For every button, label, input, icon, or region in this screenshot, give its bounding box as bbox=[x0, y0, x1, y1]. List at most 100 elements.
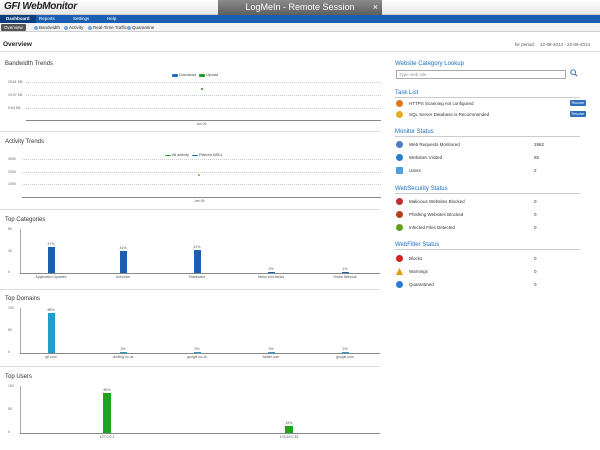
bandwidth-icon bbox=[34, 25, 38, 30]
category-bar-value: 41% bbox=[193, 245, 201, 250]
filter-item: Blocks 0 bbox=[396, 254, 586, 264]
tab-quarantine-label: Quarantine bbox=[132, 25, 155, 30]
monitor-label: Web Requests Monitored bbox=[409, 142, 460, 147]
title-bar: GFI WebMonitor LogMeIn - Remote Session … bbox=[0, 0, 600, 15]
search-icon[interactable] bbox=[570, 69, 578, 77]
bandwidth-title: Bandwidth Trends bbox=[5, 61, 54, 67]
domain-bar[interactable] bbox=[341, 352, 349, 353]
warning-triangle-icon bbox=[396, 268, 403, 275]
act-ytick: 2000 bbox=[8, 170, 16, 174]
sub-nav: Overview Bandwidth Activity Real-Time Tr… bbox=[0, 23, 600, 32]
filter-value: 0 bbox=[534, 256, 537, 261]
filter-value: 0 bbox=[534, 282, 537, 287]
monitor-item: Websites Visited 85 bbox=[396, 153, 586, 163]
tab-activity[interactable]: Activity bbox=[64, 24, 83, 31]
website-lookup-title: Website Category Lookup bbox=[395, 61, 464, 67]
cat-x-axis bbox=[20, 273, 380, 274]
nav-help[interactable]: Help bbox=[107, 16, 117, 21]
category-bar[interactable] bbox=[267, 271, 275, 273]
quarantine-icon bbox=[127, 25, 131, 30]
bw-ytick: 28.61 KB bbox=[8, 80, 23, 84]
website-lookup-input[interactable]: Type web site bbox=[396, 70, 566, 79]
security-value: 0 bbox=[534, 225, 537, 230]
quarantine-icon bbox=[396, 281, 403, 288]
monitor-item: Web Requests Monitored 1962 bbox=[396, 140, 586, 150]
security-value: 0 bbox=[534, 199, 537, 204]
info-icon bbox=[396, 111, 403, 118]
header-divider bbox=[0, 51, 600, 52]
monitor-status-divider bbox=[395, 136, 580, 137]
usr-ytick: 50 bbox=[8, 407, 12, 411]
user-bar[interactable] bbox=[103, 393, 111, 433]
resolve-button[interactable]: Resolve bbox=[570, 111, 586, 117]
monitor-status-title: Monitor Status bbox=[395, 129, 434, 135]
tab-overview[interactable]: Overview bbox=[1, 24, 26, 31]
tab-realtime-traffic[interactable]: Real-Time Traffic bbox=[88, 24, 127, 31]
domain-category-label: google.co.uk bbox=[187, 355, 207, 359]
warning-icon bbox=[396, 100, 403, 107]
category-bar[interactable] bbox=[47, 247, 55, 273]
globe-icon bbox=[396, 154, 403, 161]
user-bar-value: 85% bbox=[103, 388, 111, 393]
tab-quarantine[interactable]: Quarantine bbox=[127, 24, 154, 31]
bw-gridline bbox=[26, 82, 381, 83]
bw-xtick: Jan 06 bbox=[196, 122, 207, 126]
act-gridline bbox=[22, 172, 381, 173]
virus-icon bbox=[396, 224, 403, 231]
category-bar[interactable] bbox=[119, 251, 127, 273]
malicious-icon bbox=[396, 198, 403, 205]
nav-dashboard[interactable]: Dashboard bbox=[0, 15, 36, 23]
resolve-button[interactable]: Resolve bbox=[570, 100, 586, 106]
websecurity-status-title: WebSecurity Status bbox=[395, 186, 448, 192]
user-category-label: 176.16.0.33 bbox=[279, 435, 299, 439]
dom-y-axis bbox=[20, 308, 21, 353]
category-category-label: Application Updates bbox=[35, 275, 67, 279]
top-users-title: Top Users bbox=[5, 374, 33, 380]
security-value: 0 bbox=[534, 212, 537, 217]
task-list-title: Task List bbox=[395, 90, 419, 96]
category-bar-value: 41% bbox=[119, 246, 127, 250]
domain-bar[interactable] bbox=[267, 351, 275, 353]
filter-value: 0 bbox=[534, 269, 537, 274]
security-item: Infected Files Detected 0 bbox=[396, 223, 586, 233]
category-category-label: Shareware bbox=[188, 275, 206, 279]
task-label: HTTPS Scanning not configured bbox=[409, 101, 474, 106]
top-domains-title: Top Domains bbox=[5, 296, 41, 302]
category-bar-value: 2% bbox=[268, 266, 274, 271]
period-value: 22-08-2014 - 22-09-2014 bbox=[539, 42, 590, 47]
monitor-value: 85 bbox=[534, 155, 540, 160]
cat-ytick: 0 bbox=[8, 270, 10, 274]
security-item: Malicious Websites Blocked 0 bbox=[396, 197, 586, 207]
legend-download: Download bbox=[179, 73, 196, 77]
filter-label: Warnings bbox=[409, 269, 428, 274]
dom-ytick: 50 bbox=[8, 328, 12, 332]
session-title: LogMeIn - Remote Session bbox=[245, 2, 355, 12]
all-activity-swatch bbox=[165, 154, 171, 156]
filter-item: Warnings 0 bbox=[396, 267, 586, 277]
act-gridline bbox=[22, 184, 381, 185]
domain-bar-value: 3% bbox=[120, 346, 126, 351]
close-icon[interactable]: × bbox=[372, 2, 378, 12]
category-bar[interactable] bbox=[193, 250, 201, 273]
task-item: HTTPS Scanning not configured Resolve bbox=[396, 99, 586, 109]
domain-bar[interactable] bbox=[193, 351, 201, 353]
tab-activity-label: Activity bbox=[69, 25, 84, 30]
nav-settings[interactable]: Settings bbox=[73, 16, 90, 21]
period-selector[interactable]: for period: 22-08-2014 - 22-09-2014 bbox=[515, 42, 590, 47]
nav-reports[interactable]: Reports bbox=[39, 16, 55, 21]
bw-x-axis bbox=[26, 120, 381, 121]
category-bar[interactable] bbox=[341, 272, 349, 273]
domain-category-label: doofing.co.uk bbox=[112, 355, 134, 359]
domain-bar[interactable] bbox=[119, 351, 127, 353]
domain-category-label: twitter.com bbox=[262, 355, 280, 359]
category-category-label: Social Network bbox=[333, 275, 357, 279]
dom-ytick: 100 bbox=[8, 306, 14, 310]
category-bar-value: 1% bbox=[342, 267, 348, 271]
domain-bar[interactable] bbox=[47, 313, 55, 353]
tab-bandwidth[interactable]: Bandwidth bbox=[34, 24, 60, 31]
filter-label: Blocks bbox=[409, 256, 423, 261]
bandwidth-legend: Download Upload bbox=[172, 73, 218, 77]
user-bar[interactable] bbox=[285, 425, 293, 433]
task-item: SQL Server Database is Recommended Resol… bbox=[396, 110, 586, 120]
web-requests-icon bbox=[396, 141, 403, 148]
